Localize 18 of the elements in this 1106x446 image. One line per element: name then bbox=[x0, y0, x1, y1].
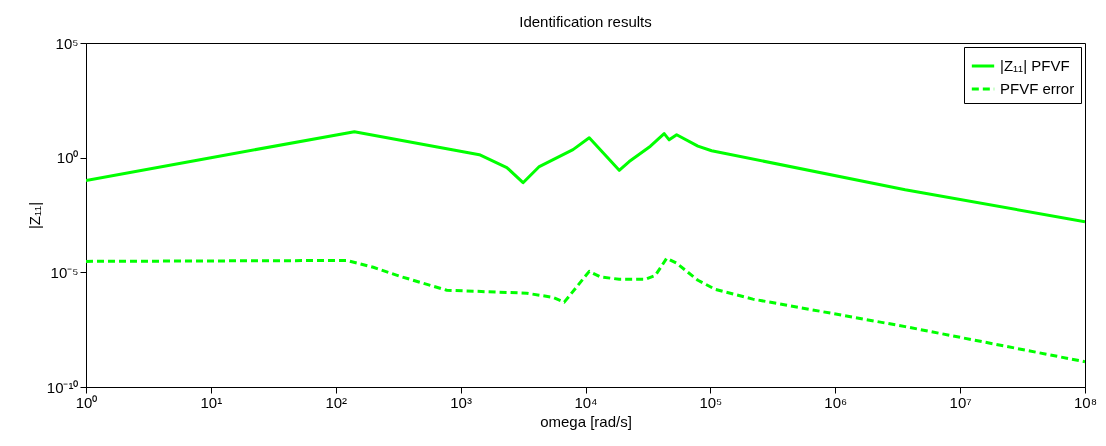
legend-label: PFVF error bbox=[1000, 80, 1075, 97]
x-tick-label: 10¹ bbox=[200, 393, 223, 411]
x-axis-title: omega [rad/s] bbox=[540, 412, 632, 430]
x-tick-label: 10² bbox=[325, 393, 348, 411]
x-tick-label: 10⁵ bbox=[699, 393, 723, 411]
x-tick-label: 10⁶ bbox=[824, 393, 848, 411]
y-tick-label: 10⁰ bbox=[56, 149, 79, 167]
x-tick-label: 10⁸ bbox=[1073, 393, 1098, 411]
y-axis-title: |Z₁₁| bbox=[25, 201, 43, 230]
y-tick-label: 10⁵ bbox=[55, 34, 79, 52]
y-tick-label: 10⁻¹⁰ bbox=[46, 378, 79, 396]
x-tick-label: 10⁷ bbox=[949, 393, 972, 411]
x-tick-label: 10⁰ bbox=[75, 393, 98, 411]
x-tick-label: 10³ bbox=[450, 393, 472, 411]
chart-title: Identification results bbox=[519, 13, 652, 30]
legend-label: |Z₁₁| PFVF bbox=[1000, 57, 1070, 74]
x-tick-label: 10⁴ bbox=[574, 393, 598, 411]
y-tick-label: 10⁻⁵ bbox=[50, 263, 79, 281]
